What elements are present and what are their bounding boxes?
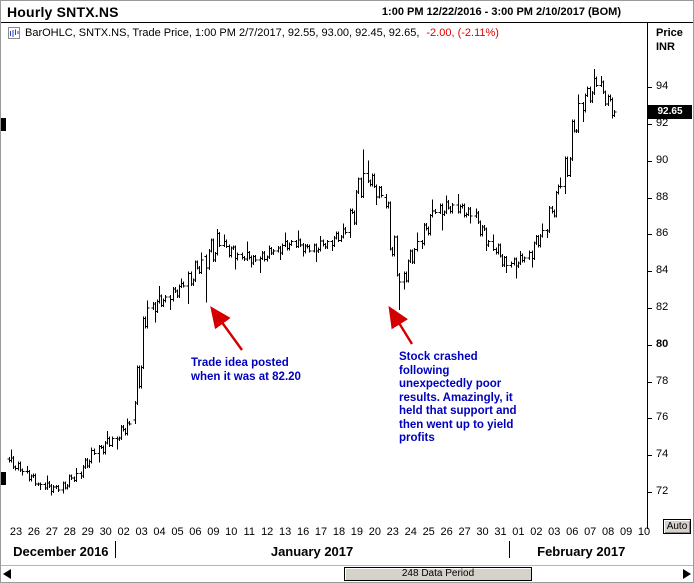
x-tick-label: 10 — [637, 526, 651, 538]
x-tick-label: 20 — [368, 526, 381, 538]
month-separator — [509, 541, 511, 558]
month-label: January 2017 — [270, 544, 354, 559]
x-tick-label: 18 — [332, 526, 346, 538]
legend-change: -2.00, (-2.11%) — [426, 27, 499, 39]
x-tick-label: 25 — [422, 526, 435, 538]
chart-area: BarOHLC, SNTX.NS, Trade Price, 1:00 PM 2… — [1, 23, 651, 564]
y-tick-label: 74 — [656, 448, 669, 461]
y-tick-mark — [647, 271, 652, 273]
x-tick-label: 05 — [171, 526, 184, 538]
x-tick-label: 02 — [530, 526, 543, 538]
y-tick-mark — [647, 234, 652, 236]
x-tick-label: 19 — [350, 526, 364, 538]
axis-title-price: Price — [656, 27, 683, 39]
left-edge-marker — [1, 472, 6, 485]
x-tick-label: 02 — [117, 526, 130, 538]
y-tick-label: 78 — [656, 374, 669, 387]
y-tick-label: 80 — [656, 337, 669, 350]
left-edge-marker — [1, 118, 6, 131]
y-tick-mark — [647, 381, 652, 383]
scroll-left-arrow-icon[interactable] — [3, 569, 11, 579]
x-tick-label: 23 — [386, 526, 399, 538]
x-tick-label: 11 — [243, 526, 255, 538]
y-tick-label: 94 — [656, 80, 669, 93]
x-tick-label: 12 — [261, 526, 274, 538]
x-tick-label: 10 — [225, 526, 238, 538]
legend-text: BarOHLC, SNTX.NS, Trade Price, 1:00 PM 2… — [25, 27, 420, 39]
ohlc-bars — [7, 68, 617, 496]
annotation-arrow-icon[interactable] — [210, 306, 243, 351]
auto-scale-button[interactable]: Auto — [663, 519, 691, 534]
axis-title: Price INR — [656, 26, 683, 54]
month-separator — [114, 541, 116, 558]
plot-area[interactable]: Trade idea posted when it was at 82.20 S… — [1, 43, 647, 525]
x-tick-label: 26 — [27, 526, 41, 538]
x-tick-label: 06 — [566, 526, 579, 538]
y-tick-mark — [647, 87, 652, 89]
x-tick-label: 30 — [99, 526, 112, 538]
y-tick-label: 90 — [656, 153, 669, 166]
month-label: December 2016 — [13, 544, 109, 559]
x-tick-label: 09 — [207, 526, 220, 538]
x-tick-label: 03 — [135, 526, 148, 538]
x-tick-label: 08 — [602, 526, 615, 538]
x-tick-label: 09 — [619, 526, 633, 538]
price-axis: Price INR 92.65 Auto 94 92 90 88 86 84 82 80 78 7… — [647, 23, 693, 564]
x-tick-label: 27 — [458, 526, 471, 538]
y-tick-label: 72 — [656, 484, 669, 497]
y-tick-mark — [647, 455, 652, 457]
y-tick-mark — [647, 123, 652, 125]
x-tick-label: 07 — [584, 526, 597, 538]
axis-title-currency: INR — [656, 41, 675, 53]
x-tick-label: 16 — [296, 526, 310, 538]
x-tick-label: 26 — [440, 526, 453, 538]
annotation-trade-idea[interactable]: Trade idea posted when it was at 82.20 — [191, 357, 301, 383]
y-tick-mark — [647, 307, 652, 309]
price-axis-line — [647, 23, 648, 529]
y-tick-label: 84 — [656, 264, 669, 277]
chart-title: Hourly SNTX.NS — [7, 3, 119, 20]
x-tick-label: 17 — [314, 526, 328, 538]
last-price-tag: 92.65 — [648, 104, 692, 119]
y-tick-mark — [647, 197, 652, 199]
x-tick-label: 29 — [81, 526, 94, 538]
x-axis-day-labels: 23 26 27 28 29 30 02 03 04 05 06 09 10 11 12 13 16 17 18 19… — [1, 525, 651, 541]
x-tick-label: 13 — [279, 526, 292, 538]
chart-body: BarOHLC, SNTX.NS, Trade Price, 1:00 PM 2… — [1, 23, 693, 564]
x-tick-label: 30 — [476, 526, 489, 538]
chart-titlebar: Hourly SNTX.NS 1:00 PM 12/22/2016 - 3:00… — [1, 1, 693, 23]
y-tick-label: 86 — [656, 227, 669, 240]
date-range-label: 1:00 PM 12/22/2016 - 3:00 PM 2/10/2017 (… — [381, 5, 621, 18]
y-tick-label: 76 — [656, 411, 669, 424]
month-label: February 2017 — [537, 544, 626, 559]
price-chart-canvas[interactable] — [1, 43, 647, 525]
y-tick-label: 92 — [656, 116, 669, 129]
y-tick-label: 88 — [656, 190, 669, 203]
x-tick-label: 24 — [404, 526, 417, 538]
scrollbar-thumb[interactable]: 248 Data Period — [344, 567, 532, 581]
y-tick-mark — [647, 491, 652, 493]
series-icon — [8, 27, 20, 39]
x-tick-label: 04 — [153, 526, 166, 538]
x-axis-month-labels: December 2016 January 2017 February 2017 — [1, 541, 647, 563]
y-tick-mark — [647, 418, 652, 420]
x-tick-label: 01 — [512, 526, 525, 538]
x-tick-label: 28 — [63, 526, 76, 538]
x-tick-label: 06 — [189, 526, 202, 538]
scroll-right-arrow-icon[interactable] — [683, 569, 691, 579]
series-legend[interactable]: BarOHLC, SNTX.NS, Trade Price, 1:00 PM 2… — [1, 23, 647, 43]
annotation-arrow-icon[interactable] — [388, 305, 414, 345]
x-tick-label: 23 — [9, 526, 23, 538]
x-tick-label: 03 — [548, 526, 561, 538]
y-tick-label: 82 — [656, 300, 669, 313]
x-tick-label: 27 — [45, 526, 58, 538]
annotation-crash-note[interactable]: Stock crashed following unexpectedly poo… — [399, 351, 517, 444]
y-tick-mark — [647, 160, 652, 162]
y-tick-mark — [647, 344, 652, 346]
x-tick-label: 31 — [494, 526, 507, 538]
horizontal-scrollbar[interactable]: 248 Data Period — [1, 565, 693, 582]
